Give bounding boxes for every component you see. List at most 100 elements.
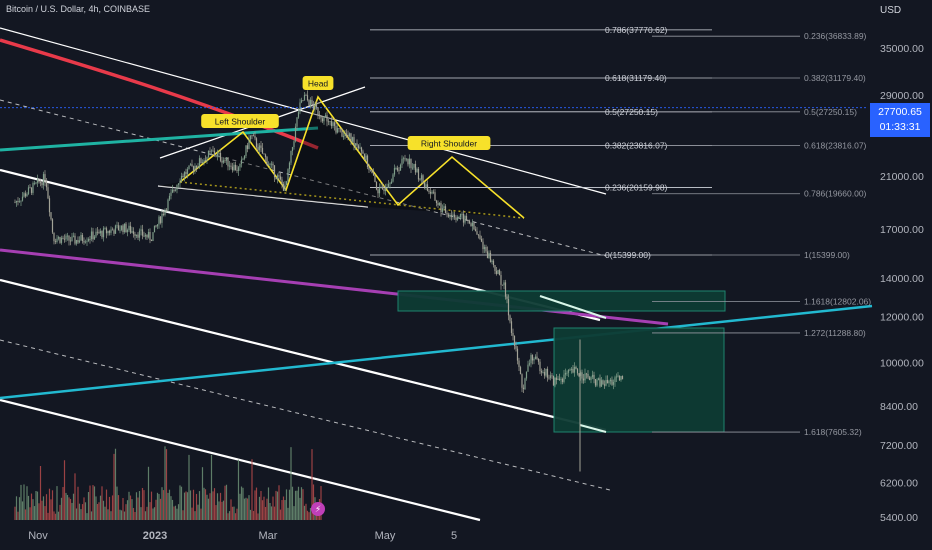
candle-body	[512, 332, 514, 336]
candle-body	[249, 135, 252, 140]
volume-bar	[311, 449, 313, 520]
candle-body	[513, 335, 516, 346]
volume-bar	[90, 511, 93, 520]
volume-bar	[69, 498, 72, 520]
candle-body	[414, 163, 417, 173]
candle-body	[164, 209, 166, 215]
candle-body	[476, 231, 478, 235]
candle-body	[317, 107, 319, 115]
volume-bar	[219, 492, 222, 520]
currency-label[interactable]: USD	[880, 5, 902, 16]
candle-body	[272, 163, 274, 166]
x-tick-label: 5	[451, 530, 457, 542]
candle-body	[323, 117, 325, 122]
candle-body	[246, 145, 249, 149]
candle-body	[110, 229, 112, 233]
candle-body	[183, 172, 186, 178]
candle-body	[36, 179, 39, 183]
candle-body	[530, 354, 532, 364]
candle-body	[354, 143, 357, 146]
candle-body	[168, 195, 171, 200]
candle-body	[438, 202, 441, 206]
volume-bar	[275, 490, 277, 520]
price-axis[interactable]: 35000.0029000.0025000.0021000.0017000.00…	[880, 43, 924, 524]
candle-body	[605, 379, 607, 386]
candle-body	[180, 175, 183, 182]
candle-body	[408, 158, 411, 165]
candle-body	[534, 356, 537, 360]
candle-body	[30, 187, 33, 193]
candle-body	[182, 175, 184, 178]
candle-body	[44, 174, 46, 182]
candle-body	[35, 182, 37, 184]
candle-body	[326, 115, 328, 122]
candle-body	[359, 147, 361, 149]
candle-body	[428, 190, 430, 192]
candle-body	[228, 165, 231, 167]
candle-body	[395, 168, 397, 169]
candle-body	[188, 165, 190, 170]
candle-body	[339, 128, 342, 130]
candle-body	[606, 379, 609, 384]
candle-body	[357, 145, 360, 149]
candle-body	[119, 229, 121, 231]
candle-body	[51, 219, 54, 233]
volume-bar	[257, 513, 259, 520]
volume-bar	[156, 492, 159, 520]
volume-bar	[231, 506, 234, 520]
volume-bar	[44, 506, 46, 520]
candle-body	[111, 229, 114, 231]
candle-body	[50, 212, 52, 220]
candle-body	[195, 165, 198, 168]
candle-body	[462, 213, 465, 223]
candle-body	[429, 191, 432, 194]
volume-bar	[263, 496, 265, 520]
volume-bar	[93, 486, 96, 520]
candle-body	[527, 364, 529, 372]
candle-body	[78, 240, 81, 243]
volume-bar	[243, 498, 246, 520]
candle-body	[366, 155, 369, 168]
volume-bar	[174, 505, 177, 520]
candle-body	[143, 235, 145, 237]
volume-bar	[296, 490, 298, 520]
symbol-title[interactable]: Bitcoin / U.S. Dollar, 4h, COINBASE	[6, 4, 151, 14]
candle-body	[299, 102, 301, 113]
volume-bar	[170, 496, 172, 520]
candle-body	[318, 114, 321, 117]
candle-body	[128, 225, 130, 231]
volume-bar	[48, 488, 51, 520]
candle-body	[147, 232, 150, 238]
volume-bar	[227, 513, 229, 520]
candle-body	[342, 136, 345, 137]
candle-body	[356, 143, 358, 146]
candle-body	[381, 186, 384, 189]
y-tick-label: 29000.00	[880, 90, 924, 102]
candle-body	[141, 229, 144, 236]
candle-body	[576, 368, 579, 374]
volume-bar	[167, 492, 169, 520]
volume-bar	[74, 473, 76, 520]
candle-body	[492, 260, 495, 266]
candle-body	[63, 238, 66, 240]
candle-body	[287, 169, 289, 182]
candle-body	[158, 216, 160, 225]
candle-body	[212, 150, 214, 152]
volume-bar	[95, 496, 97, 520]
candle-body	[113, 230, 115, 234]
candle-body	[291, 147, 294, 151]
lightning-icon[interactable]: ⚡	[311, 502, 325, 516]
fib-label-left: 0(15399.00)	[605, 250, 651, 260]
candle-body	[45, 181, 48, 188]
volume-bar	[86, 513, 88, 520]
candle-body	[507, 299, 510, 316]
candle-body	[120, 225, 123, 230]
candle-body	[480, 238, 483, 242]
candle-body	[374, 175, 376, 183]
candle-body	[162, 213, 165, 215]
fib-label-left: 0.382(23816.07)	[605, 141, 668, 151]
time-axis[interactable]: Nov 2023 Mar May 5	[28, 530, 457, 542]
volume-bar	[125, 504, 127, 520]
candle-body	[371, 169, 373, 174]
